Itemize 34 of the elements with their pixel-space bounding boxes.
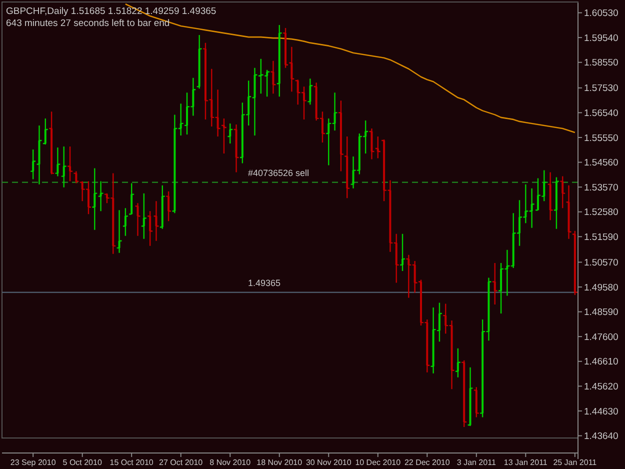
text: 643 minutes 27 seconds left to bar end xyxy=(6,18,170,29)
x-tick-label: 8 Nov 2010 xyxy=(210,458,252,467)
y-tick-label: 1.43640 xyxy=(584,431,618,442)
y-tick-label: 1.53570 xyxy=(584,182,618,194)
x-tick-label: 30 Nov 2010 xyxy=(306,458,352,467)
y-tick-label: 1.55550 xyxy=(584,132,618,144)
x-tick-label: 22 Dec 2010 xyxy=(404,458,450,467)
x-tick-label: 15 Oct 2010 xyxy=(110,458,154,467)
y-tick-label: 1.52580 xyxy=(584,207,618,218)
x-tick-label: 25 Jan 2011 xyxy=(553,458,598,467)
y-tick-label: 1.45620 xyxy=(584,381,618,392)
y-tick-label: 1.47600 xyxy=(584,332,618,343)
y-tick-label: 1.48590 xyxy=(584,307,618,318)
y-tick-label: 1.44630 xyxy=(584,406,618,418)
y-tick-label: 1.51590 xyxy=(584,232,618,243)
y-tick-label: 1.60530 xyxy=(584,8,618,20)
y-tick-label: 1.57530 xyxy=(584,83,618,94)
x-tick-label: 13 Jan 2011 xyxy=(504,458,548,467)
y-tick-label: 1.50570 xyxy=(584,258,618,269)
x-tick-label: 5 Oct 2010 xyxy=(62,458,102,467)
chart-title: GBPCHF,Daily 1.51685 1.51822 1.49259 1.49365 xyxy=(6,6,216,17)
x-tick-label: 3 Jan 2011 xyxy=(456,458,496,467)
x-tick-label: 27 Oct 2010 xyxy=(159,458,204,467)
x-tick-label: 10 Dec 2010 xyxy=(355,458,402,467)
y-tick-label: 1.46610 xyxy=(584,356,618,368)
y-tick-label: 1.54560 xyxy=(584,158,618,169)
y-tick-label: 1.56540 xyxy=(584,108,618,120)
ref-line-label: #40736526 sell xyxy=(248,168,310,178)
ref-line-label: 1.49365 xyxy=(248,278,281,288)
x-tick-label: 23 Sep 2010 xyxy=(10,458,56,467)
y-tick-label: 1.49580 xyxy=(584,282,618,294)
y-tick-label: 1.59540 xyxy=(584,32,618,44)
x-tick-label: 18 Nov 2010 xyxy=(256,458,303,467)
y-tick-label: 1.58550 xyxy=(584,58,618,69)
